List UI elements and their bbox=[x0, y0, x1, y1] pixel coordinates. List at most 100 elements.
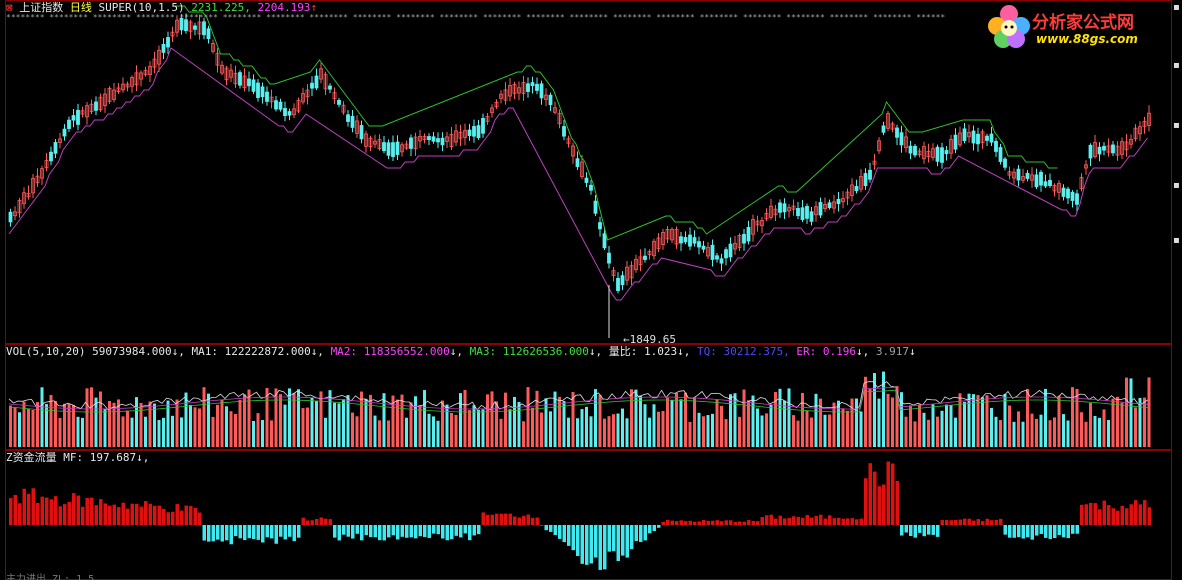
last-value: 3.917 bbox=[875, 345, 909, 358]
volume-bar bbox=[931, 404, 935, 447]
candle-body bbox=[985, 135, 989, 141]
volume-bar bbox=[958, 393, 962, 447]
candle-body bbox=[112, 89, 116, 100]
candle-body bbox=[1030, 174, 1034, 181]
volume-bar bbox=[1116, 396, 1119, 447]
candle-body bbox=[152, 58, 157, 68]
flower-logo-icon bbox=[988, 5, 1030, 48]
vol-label[interactable]: VOL(5,10,20) bbox=[6, 345, 86, 358]
candle-body bbox=[1106, 145, 1111, 153]
volume-bar bbox=[373, 415, 377, 447]
volume-bar bbox=[27, 408, 30, 447]
volume-bar bbox=[306, 407, 309, 447]
indicator-name[interactable]: SUPER(10,1.5) bbox=[98, 1, 185, 14]
volume-bar bbox=[81, 417, 84, 447]
money-flow-bar bbox=[1125, 508, 1129, 525]
volume-bar bbox=[477, 409, 480, 447]
volume-bar bbox=[234, 413, 237, 447]
volume-bar bbox=[792, 415, 795, 447]
money-flow-bar bbox=[715, 520, 719, 525]
period-label[interactable]: 日线 bbox=[69, 1, 92, 14]
volume-bar bbox=[877, 398, 881, 447]
money-flow-bar bbox=[760, 516, 764, 525]
volume-bar bbox=[1017, 411, 1020, 447]
volume-bar bbox=[157, 419, 161, 447]
volume-bar bbox=[211, 416, 215, 447]
volume-bar bbox=[810, 417, 813, 447]
volume-bar bbox=[418, 405, 422, 447]
candle-body bbox=[382, 142, 386, 152]
volume-bar bbox=[94, 397, 98, 447]
mf-indicator-name[interactable]: Z资金流量 bbox=[6, 451, 57, 464]
volume-bar bbox=[441, 400, 444, 447]
candle-body bbox=[229, 69, 233, 78]
money-flow-bar bbox=[603, 525, 607, 570]
candle-body bbox=[994, 140, 998, 152]
money-flow-bar bbox=[387, 525, 391, 538]
money-flow-bar bbox=[639, 525, 643, 543]
candle-body bbox=[67, 119, 71, 129]
candle-body bbox=[1115, 145, 1120, 156]
candle-body bbox=[701, 245, 706, 250]
candle-body bbox=[1025, 172, 1030, 179]
main-price-panel[interactable] bbox=[5, 0, 1172, 344]
money-flow-bar bbox=[711, 520, 715, 525]
volume-bar bbox=[274, 388, 278, 447]
candle-body bbox=[854, 186, 859, 192]
money-flow-bar bbox=[216, 525, 220, 540]
volume-bar bbox=[508, 409, 512, 447]
money-flow-bar bbox=[1021, 525, 1025, 539]
volume-bar bbox=[954, 417, 957, 447]
candle-body bbox=[238, 72, 242, 86]
money-flow-bar bbox=[193, 507, 197, 525]
right-scale-glyph: ▪ bbox=[1173, 235, 1180, 246]
volume-bar bbox=[859, 411, 863, 447]
candle-body bbox=[562, 126, 566, 137]
volume-bar bbox=[630, 389, 633, 447]
volume-bar bbox=[715, 399, 719, 447]
candle-body bbox=[148, 65, 152, 75]
indicator-value-magenta: 2204.193 bbox=[257, 1, 311, 14]
candle-body bbox=[319, 68, 323, 80]
volume-bar bbox=[139, 403, 143, 447]
money-flow-bar bbox=[558, 525, 562, 539]
volume-bar bbox=[1138, 397, 1142, 447]
close-box-icon[interactable]: ⊠ bbox=[6, 1, 13, 14]
candle-body bbox=[931, 148, 935, 158]
money-flow-bar bbox=[972, 520, 976, 525]
money-flow-bar bbox=[1134, 500, 1138, 525]
money-flow-bar bbox=[283, 525, 287, 540]
volume-bar bbox=[544, 398, 548, 447]
volume-bar bbox=[751, 395, 755, 447]
candle-body bbox=[706, 246, 710, 257]
volume-panel[interactable] bbox=[5, 344, 1172, 450]
candle-body bbox=[17, 199, 22, 214]
money-flow-bar bbox=[360, 525, 364, 541]
volume-bar bbox=[562, 401, 566, 447]
money-flow-bar bbox=[486, 514, 490, 525]
volume-bar bbox=[481, 409, 485, 447]
candle-body bbox=[215, 52, 220, 66]
candle-body bbox=[823, 203, 827, 210]
candle-body bbox=[224, 67, 229, 81]
money-flow-bar bbox=[117, 507, 121, 525]
money-flow-bar bbox=[279, 525, 283, 537]
money-flow-bar bbox=[1035, 525, 1039, 536]
money-flow-bar bbox=[661, 521, 665, 525]
volume-bar bbox=[423, 390, 426, 447]
candle-body bbox=[503, 89, 508, 101]
money-flow-bar bbox=[171, 511, 175, 525]
volume-bar bbox=[976, 395, 980, 447]
volume-bar bbox=[351, 412, 354, 447]
candle-body bbox=[301, 93, 305, 103]
money-flow-bar bbox=[765, 515, 769, 525]
resistance-line bbox=[175, 5, 1058, 241]
volume-bar bbox=[805, 410, 809, 447]
money-flow-bar bbox=[958, 519, 962, 525]
money-flow-bar bbox=[571, 525, 575, 551]
money-flow-bar bbox=[9, 498, 13, 525]
volume-bar bbox=[328, 390, 332, 447]
logo-url: www.88gs.com bbox=[1036, 32, 1138, 46]
